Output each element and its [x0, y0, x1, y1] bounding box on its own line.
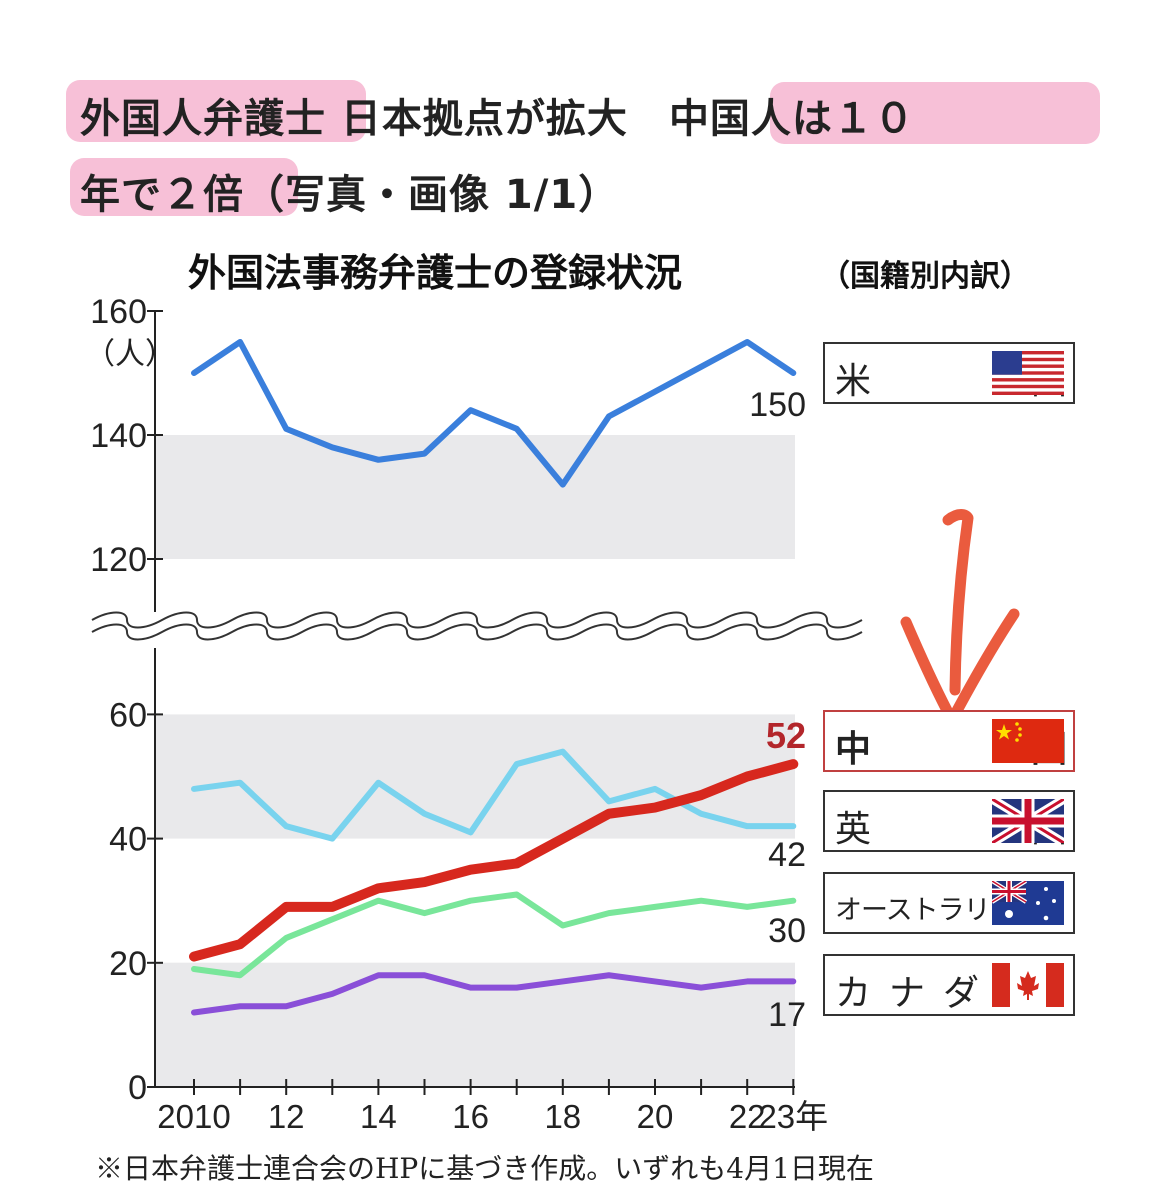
- series-end-label: 17: [768, 996, 806, 1034]
- series-end-label: 52: [766, 715, 806, 756]
- series-line-china: [189, 759, 799, 962]
- legend-item-uk: 英 国: [823, 790, 1075, 852]
- australia-flag-icon: [992, 881, 1064, 925]
- y-tick-label: 140: [90, 417, 147, 455]
- x-tick-label: 2010: [157, 1098, 230, 1135]
- headline-part: 日本拠点が拡大: [326, 96, 669, 142]
- series-line-usa: [191, 339, 797, 488]
- headline-part: 中国人は１０: [668, 96, 915, 142]
- legend-label: 中 国: [835, 729, 1130, 770]
- legend-label: 米 国: [835, 361, 1130, 402]
- series-end-label: 30: [768, 912, 806, 950]
- highlight-mark: [66, 80, 366, 142]
- legend-label: カナダ: [835, 973, 998, 1014]
- chart-subtitle: （国籍別内訳）: [820, 259, 1030, 294]
- x-tick-label: 18: [544, 1098, 581, 1135]
- canada-flag-icon: [992, 963, 1064, 1007]
- y-tick-label: 40: [109, 821, 147, 859]
- series-end-label: 42: [768, 836, 806, 874]
- headline-part: 年で２倍: [80, 172, 244, 218]
- y-tick-label: 60: [109, 696, 147, 734]
- legend-item-china: 中 国: [823, 710, 1075, 772]
- grid-band: [155, 435, 795, 559]
- y-tick-label: 160: [90, 293, 147, 331]
- y-tick-label: 0: [128, 1069, 147, 1107]
- series-end-label: 150: [749, 386, 806, 424]
- x-tick-label: 23年: [758, 1098, 828, 1135]
- headline-part: （写真・画像 1/1）: [244, 172, 620, 218]
- axis-break-line: [91, 623, 863, 641]
- series-line-uk: [191, 748, 797, 842]
- x-tick-label: 14: [360, 1098, 397, 1135]
- series-line-australia: [191, 891, 797, 979]
- series-line-canada: [191, 972, 797, 1016]
- x-tick-label: 20: [637, 1098, 674, 1135]
- y-tick-label: 120: [90, 541, 147, 579]
- headline-part: 外国人弁護士: [80, 96, 326, 142]
- legend-item-usa: 米 国: [823, 342, 1075, 404]
- x-tick-label: 16: [452, 1098, 489, 1135]
- y-unit-label: （人）: [85, 337, 175, 372]
- x-tick-label: 12: [268, 1098, 305, 1135]
- legend-item-australia: オーストラリア: [823, 872, 1075, 934]
- legend-label: 英 国: [835, 809, 1130, 850]
- legend-label: オーストラリア: [835, 895, 1017, 926]
- highlight-mark: [70, 158, 298, 216]
- hand-drawn-arrow: [900, 509, 1020, 726]
- legend-item-canada: カナダ: [823, 954, 1075, 1016]
- grid-band: [155, 714, 795, 839]
- china-flag-icon: [992, 719, 1064, 763]
- highlight-mark: [770, 82, 1100, 144]
- headline-line-1: 外国人弁護士 日本拠点が拡大 中国人は１０: [80, 86, 915, 144]
- uk-flag-icon: [992, 799, 1064, 843]
- axis-break-line: [91, 611, 863, 629]
- y-tick-label: 20: [109, 945, 147, 983]
- chart-title: 外国法事務弁護士の登録状況: [188, 251, 682, 295]
- x-tick-label: 22: [729, 1098, 766, 1135]
- chart-footnote: ※日本弁護士連合会のHPに基づき作成。いずれも4月1日現在: [95, 1152, 874, 1185]
- usa-flag-icon: [992, 351, 1064, 395]
- headline-line-2: 年で２倍（写真・画像 1/1）: [80, 162, 619, 220]
